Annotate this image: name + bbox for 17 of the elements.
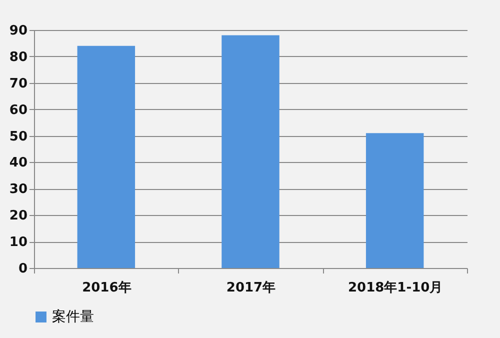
legend-label: 案件量: [52, 308, 94, 325]
bar: [222, 35, 280, 268]
y-tick-label: 20: [9, 208, 28, 224]
x-tick-label: 2017年: [226, 280, 276, 296]
y-tick-label: 30: [9, 182, 28, 198]
bar: [77, 46, 136, 268]
y-tick-label: 40: [9, 156, 28, 171]
x-tick-label: 2016年: [82, 280, 132, 296]
x-tick-label: 2018年1-10月: [348, 280, 443, 296]
y-tick-label: 50: [9, 129, 28, 144]
y-tick-label: 80: [9, 50, 28, 65]
y-tick-label: 70: [9, 76, 28, 92]
y-tick-label: 0: [18, 262, 28, 276]
y-tick-label: 60: [9, 102, 28, 118]
y-tick-label: 90: [9, 24, 28, 38]
y-tick-label: 10: [9, 235, 28, 250]
bar: [366, 133, 424, 268]
